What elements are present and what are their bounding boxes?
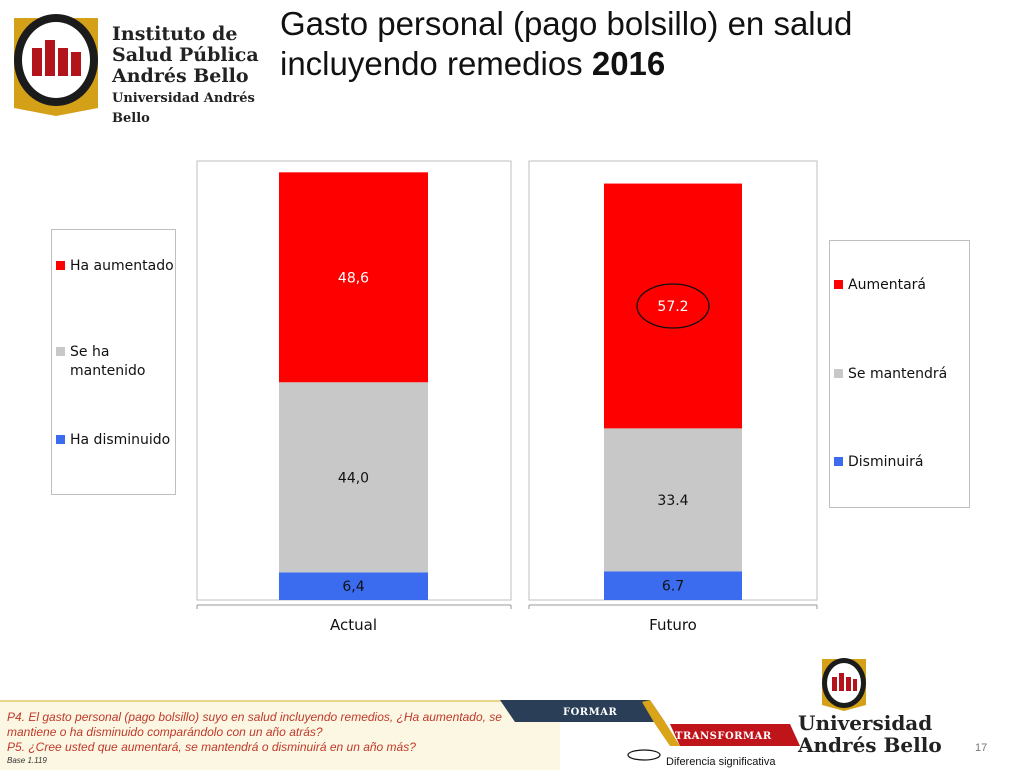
logo-line-3: Andrés Bello — [112, 65, 249, 87]
legend-left-item-disminuido: Ha disminuido — [56, 431, 170, 450]
bar-futuro-series-1 — [604, 428, 742, 572]
bar-actual-series-0 — [279, 172, 428, 383]
footer-band — [0, 700, 560, 770]
bar-actual-series-2 — [279, 572, 428, 600]
legend-swatch-red — [56, 261, 65, 270]
significance-note: Diferencia significativa — [666, 756, 776, 768]
legend-right: Aumentará Se mantendrá Disminuirá — [829, 240, 970, 508]
legend-swatch-gray — [834, 369, 843, 378]
page-number: 17 — [975, 742, 988, 754]
institute-logo: Instituto de Salud Pública Andrés Bello … — [6, 8, 268, 126]
question-p5: P5. ¿Cree usted que aumentará, se manten… — [7, 740, 416, 754]
legend-swatch-red — [834, 280, 843, 289]
page-title: Gasto personal (pago bolsillo) en salud … — [280, 4, 980, 84]
banner-formar: FORMAR — [563, 707, 618, 718]
university-name: Universidad Andrés Bello — [798, 712, 942, 756]
data-label-actual-series-1: 44,0 — [338, 470, 369, 486]
stacked-bar-chart: 6,4 44,0 48,6 Actual 6.7 33.4 57.2 Futuro — [196, 160, 818, 634]
crest-icon — [14, 14, 98, 116]
data-label-futuro-series-1: 33.4 — [657, 493, 688, 509]
bar-futuro-series-0 — [604, 183, 742, 429]
logo-university: Universidad Andrés Bello — [112, 91, 255, 126]
legend-right-item-disminuira: Disminuirá — [834, 453, 923, 472]
logo-line-1: Instituto de — [112, 23, 238, 45]
legend-right-item-mantendra: Se mantendrá — [834, 365, 947, 384]
data-label-actual-series-0: 48,6 — [338, 270, 369, 286]
data-label-actual-series-2: 6,4 — [342, 579, 364, 595]
legend-right-item-aumentara: Aumentará — [834, 276, 926, 295]
legend-swatch-blue — [56, 435, 65, 444]
banner-transformar: TRANSFORMAR — [675, 731, 772, 742]
legend-left-label-3: Ha disminuido — [70, 432, 171, 448]
title-main: Gasto personal (pago bolsillo) en salud … — [280, 5, 853, 82]
legend-right-label-2: Se mantendrá — [848, 366, 948, 382]
university-line-1: Universidad — [798, 711, 933, 735]
logo-line-2: Salud Pública — [112, 44, 259, 66]
survey-questions: P4. El gasto personal (pago bolsillo) su… — [7, 710, 527, 755]
data-label-futuro-series-2: 6.7 — [662, 579, 684, 595]
x-tick-label-futuro: Futuro — [649, 616, 697, 634]
legend-left-label-2: Se ha mantenido — [70, 344, 146, 379]
legend-left-label-1: Ha aumentado — [70, 258, 174, 274]
university-line-2: Andrés Bello — [798, 733, 942, 757]
institute-name: Instituto de Salud Pública Andrés Bello … — [112, 24, 268, 129]
x-tick-label-actual: Actual — [330, 616, 377, 634]
banner-graphic — [500, 700, 800, 746]
legend-swatch-blue — [834, 457, 843, 466]
significance-ellipse-icon — [627, 749, 661, 761]
data-label-futuro-series-0: 57.2 — [657, 299, 688, 315]
significance-circle — [636, 283, 710, 329]
legend-right-label-3: Disminuirá — [848, 454, 924, 470]
question-p4: P4. El gasto personal (pago bolsillo) su… — [7, 710, 502, 739]
university-crest-icon — [822, 658, 866, 711]
legend-left-item-mantenido: Se ha mantenido — [56, 343, 151, 381]
legend-right-label-1: Aumentará — [848, 277, 926, 293]
legend-left: Ha aumentado Se ha mantenido Ha disminui… — [51, 229, 176, 495]
base-note: Base 1.119 — [7, 756, 47, 765]
bar-futuro-series-2 — [604, 571, 742, 600]
legend-left-item-aumentado: Ha aumentado — [56, 257, 174, 276]
bar-actual-series-1 — [279, 382, 428, 573]
legend-swatch-gray — [56, 347, 65, 356]
title-year: 2016 — [591, 45, 666, 82]
